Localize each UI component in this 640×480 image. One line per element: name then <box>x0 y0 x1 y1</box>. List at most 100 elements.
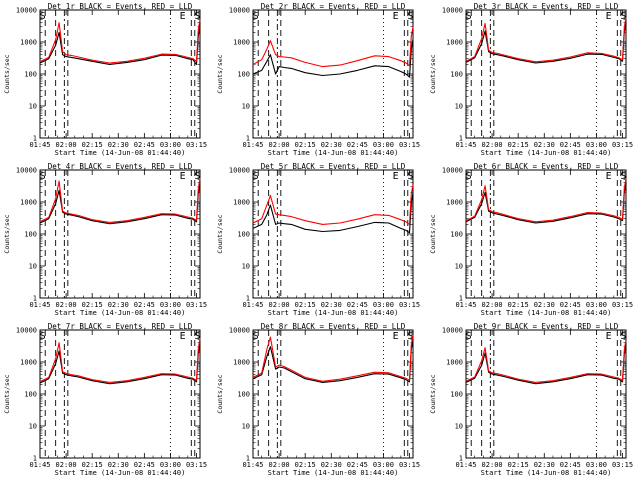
y-tick-label: 1 <box>246 295 250 303</box>
x-tick-label: 02:00 <box>482 461 503 469</box>
x-tick-label: 02:00 <box>482 301 503 309</box>
x-tick-label: 02:45 <box>347 141 368 149</box>
x-axis-label: Start Time (14-Jun-08 01:44:40) <box>268 149 399 157</box>
series-line-red <box>252 184 414 225</box>
y-tick-label: 100 <box>450 231 463 239</box>
x-tick-label: 02:00 <box>482 141 503 149</box>
panel-title: Det 5r BLACK = Events, RED = LLD <box>261 162 406 171</box>
y-tick-label: 1 <box>459 135 463 143</box>
y-tick-label: 1 <box>459 295 463 303</box>
series-line-red <box>465 339 627 383</box>
y-tick-label: 1000 <box>446 199 463 207</box>
x-tick-label: 02:30 <box>321 301 342 309</box>
x-tick-label: 02:45 <box>347 461 368 469</box>
x-tick-label: 03:15 <box>186 461 207 469</box>
y-tick-label: 1 <box>33 455 37 463</box>
x-axis-label: Start Time (14-Jun-08 01:44:40) <box>268 469 399 477</box>
y-tick-label: 10 <box>242 103 250 111</box>
x-tick-label: 03:15 <box>399 461 420 469</box>
x-tick-label: 02:30 <box>321 461 342 469</box>
x-tick-label: 02:30 <box>108 301 129 309</box>
y-tick-label: 1 <box>459 455 463 463</box>
x-tick-label: 01:45 <box>29 461 50 469</box>
x-tick-label: 02:15 <box>295 301 316 309</box>
series-line-black <box>252 339 414 383</box>
y-tick-label: 10000 <box>229 7 250 15</box>
y-tick-label: 10000 <box>229 327 250 335</box>
x-tick-label: 02:45 <box>347 301 368 309</box>
x-tick-label: 02:45 <box>560 301 581 309</box>
x-axis-label: Start Time (14-Jun-08 01:44:40) <box>55 469 186 477</box>
corner-letter: S <box>466 171 472 182</box>
corner-letter: E <box>393 331 399 342</box>
x-tick-label: 03:15 <box>612 141 633 149</box>
y-tick-label: 10000 <box>16 327 37 335</box>
corner-letter: E <box>393 171 399 182</box>
corner-letter: S <box>40 11 46 22</box>
corner-letter: E <box>606 171 612 182</box>
series-line-black <box>465 183 627 224</box>
y-tick-label: 100 <box>24 231 37 239</box>
x-axis-label: Start Time (14-Jun-08 01:44:40) <box>481 309 612 317</box>
corner-letter: E <box>393 11 399 22</box>
corner-letter: E <box>606 11 612 22</box>
x-tick-label: 01:45 <box>242 301 263 309</box>
x-tick-label: 02:45 <box>134 461 155 469</box>
y-tick-label: 10 <box>242 423 250 431</box>
x-tick-label: 03:00 <box>373 461 394 469</box>
y-tick-label: 1 <box>246 135 250 143</box>
corner-letter: E <box>180 171 186 182</box>
series-line-black <box>39 184 201 225</box>
detector-panel-2: Det 2r BLACK = Events, RED = LLD 1 10 100 10… <box>216 2 420 157</box>
y-tick-label: 100 <box>450 391 463 399</box>
y-tick-label: 1000 <box>233 39 250 47</box>
x-tick-label: 01:45 <box>242 461 263 469</box>
x-tick-label: 03:15 <box>612 461 633 469</box>
x-tick-label: 01:45 <box>242 141 263 149</box>
y-tick-label: 100 <box>450 71 463 79</box>
detector-panel-9: Det 9r BLACK = Events, RED = LLD 1 10 100 10… <box>429 322 633 477</box>
x-tick-label: 02:15 <box>82 141 103 149</box>
y-tick-label: 100 <box>237 71 250 79</box>
x-tick-label: 03:00 <box>373 301 394 309</box>
x-tick-label: 03:15 <box>612 301 633 309</box>
corner-letter: S <box>407 171 413 182</box>
series-line-red <box>252 334 414 382</box>
y-tick-label: 1 <box>33 135 37 143</box>
series-line-black <box>252 192 414 234</box>
x-tick-label: 02:00 <box>56 141 77 149</box>
x-tick-label: 03:00 <box>160 301 181 309</box>
corner-letter: S <box>253 171 259 182</box>
series-line-red <box>39 178 201 223</box>
x-tick-label: 02:30 <box>108 461 129 469</box>
y-tick-label: 1000 <box>446 359 463 367</box>
y-tick-label: 100 <box>237 391 250 399</box>
panel-title: Det 9r BLACK = Events, RED = LLD <box>474 322 619 331</box>
x-tick-label: 01:45 <box>455 301 476 309</box>
series-line-black <box>465 22 627 64</box>
x-tick-label: 02:00 <box>56 461 77 469</box>
corner-letter: S <box>407 331 413 342</box>
y-tick-label: 1000 <box>446 39 463 47</box>
y-tick-label: 10000 <box>16 7 37 15</box>
x-tick-label: 01:45 <box>455 461 476 469</box>
series-line-red <box>252 26 414 68</box>
x-tick-label: 02:45 <box>560 461 581 469</box>
x-axis-label: Start Time (14-Jun-08 01:44:40) <box>268 309 399 317</box>
y-tick-label: 100 <box>24 71 37 79</box>
detector-panel-3: Det 3r BLACK = Events, RED = LLD 1 10 100 10… <box>429 2 633 157</box>
corner-letter: S <box>466 11 472 22</box>
y-axis-label: Counts/sec <box>429 214 437 253</box>
x-axis-label: Start Time (14-Jun-08 01:44:40) <box>55 309 186 317</box>
y-tick-label: 1000 <box>233 199 250 207</box>
y-axis-label: Counts/sec <box>3 214 11 253</box>
corner-letter: S <box>40 331 46 342</box>
x-tick-label: 02:00 <box>269 141 290 149</box>
y-tick-label: 10 <box>242 263 250 271</box>
corner-letter: S <box>620 331 626 342</box>
y-tick-label: 10000 <box>442 7 463 15</box>
corner-letter: S <box>253 331 259 342</box>
y-tick-label: 10000 <box>442 167 463 175</box>
x-tick-label: 01:45 <box>29 141 50 149</box>
y-tick-label: 1 <box>246 455 250 463</box>
